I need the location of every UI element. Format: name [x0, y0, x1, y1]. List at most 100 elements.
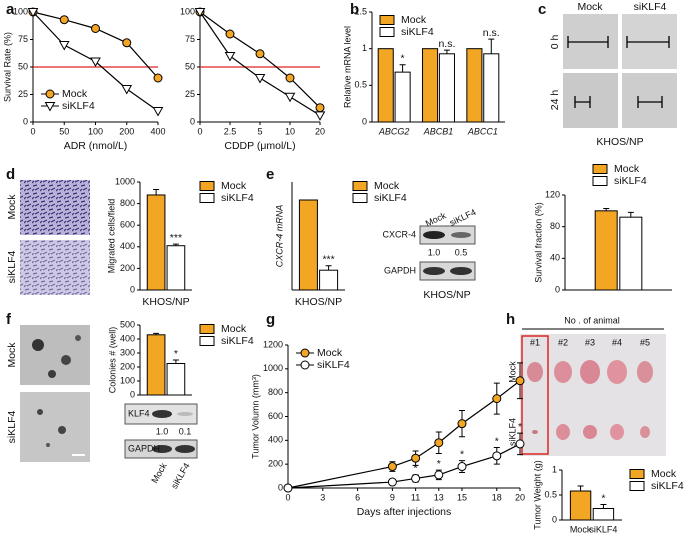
bar [166, 363, 186, 396]
legend-swatch [592, 164, 608, 174]
legend-swatch [199, 324, 215, 334]
tumor [527, 362, 543, 382]
western-blot [124, 403, 198, 459]
x-tick-label: 13 [434, 492, 444, 502]
data-point [515, 376, 525, 386]
micrograph [622, 73, 677, 128]
legend-label: siKLF4 [62, 100, 95, 112]
data-point [387, 462, 397, 472]
legend-swatch [199, 181, 215, 191]
y-tick-label: 400 [120, 241, 135, 251]
y-tick-label: 600 [120, 220, 135, 230]
y-tick-label: 0 [190, 116, 195, 126]
legend-label: Mock [651, 468, 677, 480]
x-tick-label: ABCG2 [378, 126, 410, 136]
image-row-label: siKLF4 [6, 251, 18, 284]
blot-caption: KHOS/NP [423, 289, 470, 301]
data-point [434, 438, 444, 448]
bar [483, 53, 500, 123]
bar [146, 194, 166, 291]
y-tick-label: 25 [185, 89, 195, 99]
significance-mark: * [174, 348, 178, 360]
x-tick-label: 400 [150, 126, 165, 136]
legend-label: siKLF4 [221, 335, 254, 347]
bar [298, 199, 318, 291]
data-point [152, 107, 164, 117]
x-tick-label: 20 [515, 492, 525, 502]
image-column-label: Mock [577, 1, 603, 13]
error-bar [603, 207, 610, 211]
x-tick-label: 0 [197, 126, 202, 136]
tumor [610, 424, 624, 440]
y-tick-label: 0 [278, 482, 283, 492]
bar [569, 490, 592, 521]
y-axis-label: CXCR-4 mRNA [274, 205, 284, 268]
image-column-label: #3 [585, 337, 595, 347]
significance-mark: * [495, 435, 499, 447]
image-row-label: Mock [6, 342, 18, 368]
data-point [91, 24, 100, 33]
image-row-label: siKLF4 [6, 411, 18, 444]
y-tick-label: 0 [362, 116, 367, 126]
micrograph [20, 392, 90, 462]
y-axis-label: Colonies # (well) [107, 327, 117, 394]
data-point [300, 348, 310, 358]
image-caption: KHOS/NP [596, 136, 643, 148]
y-tick-label: 0 [130, 389, 135, 399]
significance-mark: * [401, 53, 405, 65]
image-row-label: siKLF4 [507, 418, 517, 446]
tumor-images [520, 334, 666, 456]
data-point [434, 470, 444, 480]
y-tick-label: 0.5 [544, 489, 557, 499]
y-tick-label: 0 [130, 284, 135, 294]
y-tick-label: 800 [120, 198, 135, 208]
image-row-label: 24 h [549, 90, 561, 111]
legend-swatch [352, 193, 368, 203]
wound-bracket [567, 36, 670, 108]
micrograph [20, 240, 90, 295]
panel-letter: a [6, 1, 15, 18]
y-tick-label: 50 [185, 61, 195, 71]
y-tick-label: 1200 [263, 339, 283, 349]
blot-band [423, 231, 445, 239]
y-tick-label: 200 [268, 459, 283, 469]
significance-mark: n.s. [438, 38, 455, 50]
data-point [58, 41, 70, 51]
colony [32, 339, 44, 351]
error-bar [153, 332, 160, 335]
data-point [121, 85, 133, 95]
series-line [287, 380, 521, 489]
image-row-label: 0 h [549, 35, 561, 50]
colony [37, 409, 43, 415]
legend-label: Mock [374, 180, 400, 192]
x-axis-label: ADR (nmol/L) [64, 140, 128, 152]
image-column-label: #1 [530, 337, 540, 347]
tumor [637, 361, 653, 383]
y-tick-label: 0 [555, 284, 560, 294]
bar [592, 508, 615, 521]
blot-ratio: 0.1 [179, 426, 192, 436]
image-column-label: #5 [640, 337, 650, 347]
data-point [284, 92, 296, 103]
y-tick-label: 500 [120, 319, 135, 329]
y-axis-label: Tumor Weight (g) [532, 460, 542, 530]
y-tick-label: 75 [185, 34, 195, 44]
y-axis-label: Survival Rate (%) [2, 32, 12, 102]
series-line [199, 11, 321, 109]
micrograph [20, 180, 90, 235]
data-point [254, 74, 266, 84]
data-point [59, 15, 69, 25]
data-point [224, 52, 236, 62]
data-point [314, 111, 326, 121]
x-tick-label: 100 [88, 126, 103, 136]
legend-swatch [379, 27, 395, 37]
x-tick-label: 0 [285, 492, 290, 502]
data-point [492, 394, 502, 404]
colony [61, 355, 71, 365]
error-bar [325, 265, 332, 271]
y-tick-label: 50 [18, 61, 28, 71]
y-tick-label: 300 [120, 347, 135, 357]
x-tick-label: 3 [320, 492, 325, 502]
data-point [387, 477, 397, 487]
